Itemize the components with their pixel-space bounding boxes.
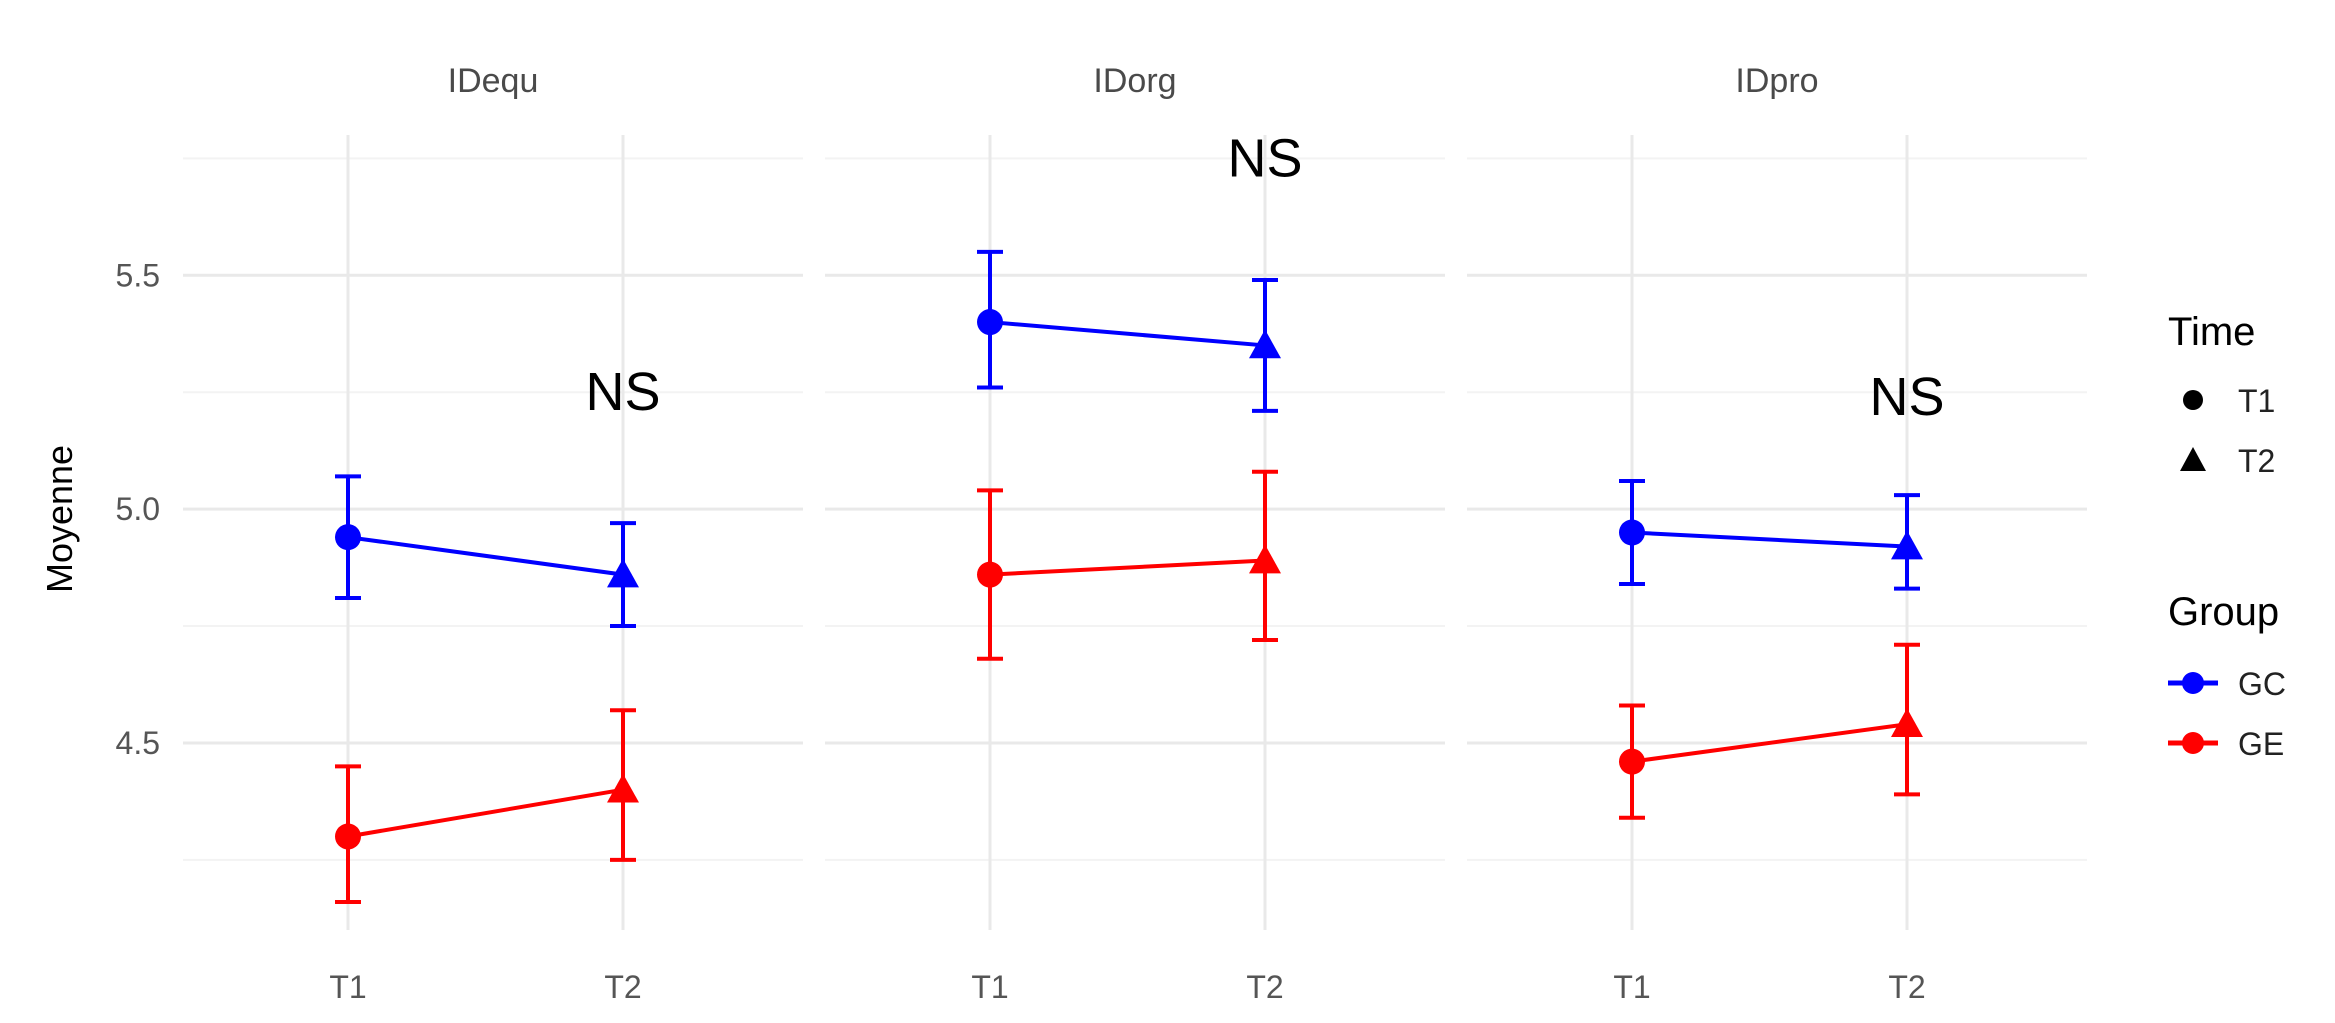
series-line-GE [1631, 722, 1908, 764]
legend-label-T1: T1 [2238, 383, 2275, 419]
data-point-GE-T2 [1249, 544, 1281, 574]
legend-title-time: Time [2168, 310, 2255, 354]
panel-title: IDequ [448, 62, 539, 100]
annotation-label: NS [585, 362, 660, 422]
legend-key-GE [2182, 732, 2204, 754]
data-point-GC-T1 [1619, 519, 1645, 546]
x-tick-label: T2 [1246, 969, 1283, 1005]
y-axis-title: Moyenne [39, 445, 80, 593]
x-tick-label: T1 [971, 969, 1008, 1005]
legend-title-group: Group [2168, 590, 2279, 634]
series-line-GC [989, 320, 1266, 348]
data-point-GE-T2 [1891, 708, 1923, 738]
legend-label-GC: GC [2238, 666, 2286, 702]
x-tick-label: T1 [329, 969, 366, 1005]
annotation-label: NS [1227, 128, 1302, 188]
data-point-GC-T1 [335, 524, 361, 551]
y-tick-label: 4.5 [116, 725, 160, 761]
x-tick-label: T2 [1888, 969, 1925, 1005]
data-point-GE-T2 [607, 773, 639, 803]
series-line-GE [989, 558, 1266, 577]
x-tick-label: T2 [604, 969, 641, 1005]
data-point-GC-T1 [977, 309, 1003, 336]
series-line-GE [347, 787, 624, 839]
series-line-GC [347, 535, 624, 577]
data-point-GE-T1 [335, 823, 361, 850]
x-tick-label: T1 [1613, 969, 1650, 1005]
data-point-GC-T2 [1891, 530, 1923, 560]
y-tick-label: 5.5 [116, 257, 160, 293]
annotation-label: NS [1869, 367, 1944, 427]
data-point-GE-T1 [1619, 748, 1645, 775]
legend-label-GE: GE [2238, 726, 2284, 762]
panel-title: IDorg [1093, 62, 1176, 100]
panel-title: IDpro [1735, 62, 1818, 100]
y-tick-label: 5.0 [116, 491, 160, 527]
legend-key-T1 [2183, 390, 2203, 410]
legend-label-T2: T2 [2238, 443, 2275, 479]
series-line-GC [1631, 530, 1908, 549]
data-point-GC-T2 [1249, 329, 1281, 359]
data-point-GE-T1 [977, 561, 1003, 588]
legend-key-GC [2182, 672, 2204, 694]
legend-key-T2 [2180, 447, 2206, 471]
data-point-GC-T2 [607, 558, 639, 588]
